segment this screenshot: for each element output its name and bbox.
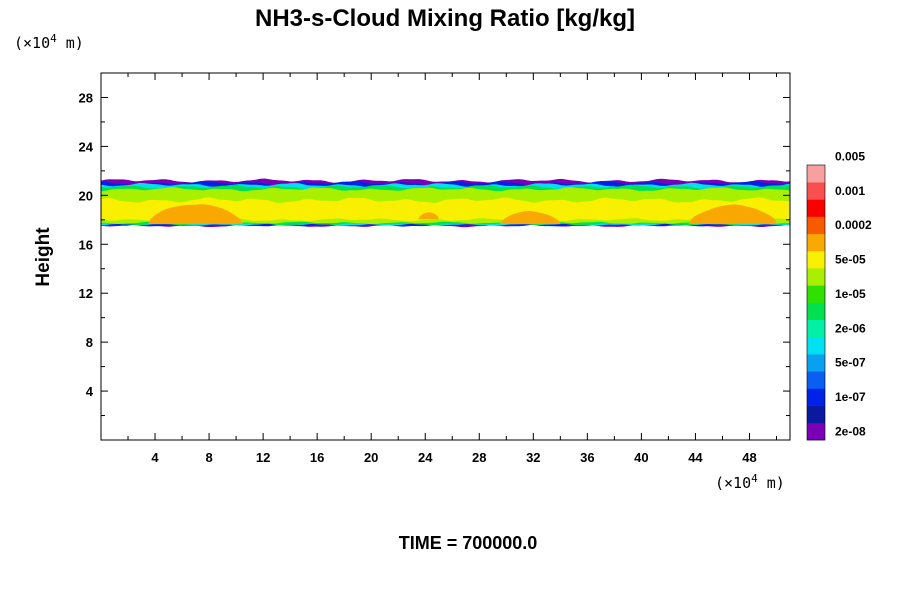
colorbar-swatch [807,319,825,338]
colorbar-swatch [807,405,825,424]
x-tick-label: 16 [310,450,324,465]
y-axis-label: Height [33,227,54,287]
x-tick-label: 8 [205,450,212,465]
plot-area [100,72,791,441]
y-tick-label: 8 [86,335,93,350]
y-axis-ticks: 4 8 12 16 20 24 28 [79,90,790,417]
chart-title: NH3-s-Cloud Mixing Ratio [kg/kg] [255,5,635,32]
x-tick-label: 40 [634,450,648,465]
colorbar-label: 1e-05 [835,287,866,301]
colorbar-swatch [807,422,825,441]
x-unit-prefix: (×10 [715,474,751,492]
y-tick-label: 4 [86,384,94,399]
orange-patch [418,212,439,220]
x-unit-exp: 4 [751,472,758,485]
colorbar-swatch [807,199,825,217]
colorbar-swatch [807,233,825,252]
y-tick-label: 24 [79,139,94,154]
colorbar-label: 0.005 [835,149,865,163]
colorbar-swatch [807,285,825,303]
colorbar-label: 2e-06 [835,321,866,335]
x-tick-label: 32 [526,450,540,465]
colorbar-label: 5e-05 [835,253,866,267]
colorbar-swatch [807,302,825,320]
x-tick-label: 24 [418,450,433,465]
orange-patch [499,211,561,225]
x-unit-suffix: m) [758,474,785,492]
x-unit-label: (×104 m) [715,472,785,492]
y-unit-prefix: (×10 [14,34,50,52]
x-tick-label: 28 [472,450,486,465]
colorbar-swatch [807,268,825,286]
x-tick-label: 20 [364,450,378,465]
colorbar-label: 0.0002 [835,218,872,232]
y-tick-label: 12 [79,286,93,301]
x-axis-ticks: 4 8 12 16 20 24 28 32 36 40 44 48 [127,73,777,465]
y-tick-label: 16 [79,237,93,252]
colorbar-swatch [807,216,825,235]
x-tick-label: 48 [742,450,756,465]
y-tick-label: 20 [79,188,93,203]
colorbar-swatch [807,354,825,372]
cloud-core-band [101,197,790,222]
colorbar-label: 1e-07 [835,390,866,404]
orange-patch [148,204,243,225]
colorbar-swatch [807,165,825,183]
colorbar: 2e-08 1e-07 5e-07 2e-06 1e-05 5e-05 0.0002 0.00… [806,149,872,441]
time-label: TIME = 700000.0 [399,533,538,553]
x-tick-label: 12 [256,450,270,465]
colorbar-swatch [807,371,825,389]
colorbar-label: 2e-08 [835,424,866,438]
colorbar-swatch [807,250,825,269]
colorbar-label: 5e-07 [835,356,866,370]
plot-frame [100,72,791,441]
colorbar-swatch [807,182,825,200]
y-unit-label: (×104 m) [14,32,84,52]
colorbar-label: 0.001 [835,184,865,198]
y-unit-exp: 4 [50,32,57,45]
x-tick-label: 4 [151,450,159,465]
x-tick-label: 36 [580,450,594,465]
colorbar-swatch [807,388,825,406]
y-unit-suffix: m) [57,34,84,52]
colorbar-swatch [807,336,825,355]
x-tick-label: 44 [688,450,703,465]
y-tick-label: 28 [79,90,93,105]
colorbar-frame [806,164,826,441]
orange-patch [688,204,777,225]
cloud-field [101,178,790,228]
